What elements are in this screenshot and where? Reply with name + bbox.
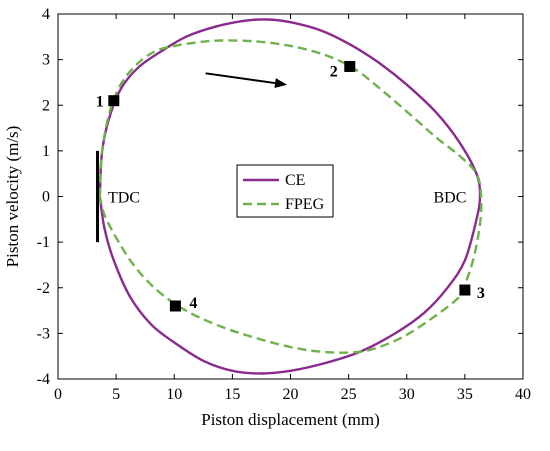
plot-lines (96, 18, 483, 375)
x-tick-label: 5 (112, 386, 120, 403)
marker-2 (344, 60, 356, 72)
x-tick-label: 20 (283, 386, 299, 403)
annotation-tdc: TDC (108, 190, 140, 207)
marker-label-4: 4 (189, 295, 197, 312)
marker-1 (108, 95, 120, 107)
y-tick-label: 0 (42, 189, 50, 206)
legend-label-ce: CE (285, 172, 305, 189)
series-line-ce (98, 18, 482, 375)
y-tick-label: 2 (42, 97, 50, 114)
legend-label-fpeg: FPEG (285, 196, 325, 213)
y-tick-label: -1 (37, 234, 50, 251)
marker-4 (169, 300, 181, 312)
marker-3 (459, 284, 471, 296)
y-tick-label: 1 (42, 143, 50, 160)
x-axis-title: Piston displacement (mm) (201, 410, 379, 429)
marker-label-1: 1 (96, 94, 104, 111)
y-tick-label: -3 (37, 325, 50, 342)
y-axis-title: Piston velocity (m/s) (3, 126, 22, 268)
direction-arrow-shaft (205, 72, 276, 85)
direction-arrow-head (274, 78, 288, 89)
annotations: TDC BDC (108, 72, 466, 207)
marker-label-2: 2 (330, 63, 338, 80)
y-tick-label: 4 (42, 6, 50, 23)
x-tick-label: 35 (457, 386, 473, 403)
x-tick-label: 25 (341, 386, 357, 403)
legend: CE FPEG (236, 164, 334, 218)
y-tick-label: 3 (42, 52, 50, 69)
y-tick-label: -2 (37, 280, 50, 297)
marker-label-3: 3 (477, 285, 485, 302)
x-tick-label: 15 (224, 386, 240, 403)
annotation-bdc: BDC (433, 190, 466, 207)
y-tick-label: -4 (37, 371, 50, 388)
legend-box (236, 164, 334, 218)
x-tick-label: 30 (399, 386, 415, 403)
x-tick-label: 10 (166, 386, 182, 403)
series-line-fpeg (98, 39, 483, 354)
axis-ticks: 0 5 10 15 20 25 30 35 40 -4 -3 -2 -1 0 1 2 3 4 (37, 6, 531, 403)
plot-markers: 1 2 3 4 (96, 60, 485, 312)
x-tick-label: 0 (54, 386, 62, 403)
x-tick-label: 40 (515, 386, 531, 403)
